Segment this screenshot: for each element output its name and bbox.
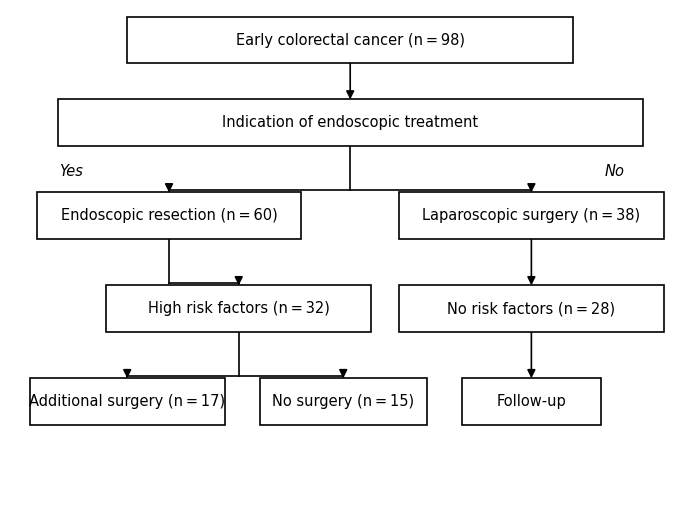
FancyBboxPatch shape: [36, 193, 302, 239]
Text: Follow-up: Follow-up: [496, 394, 566, 409]
FancyBboxPatch shape: [399, 193, 664, 239]
FancyBboxPatch shape: [57, 100, 643, 146]
Text: High risk factors (n = 32): High risk factors (n = 32): [148, 301, 330, 316]
FancyBboxPatch shape: [260, 378, 427, 425]
Text: Additional surgery (n = 17): Additional surgery (n = 17): [29, 394, 225, 409]
FancyBboxPatch shape: [462, 378, 601, 425]
Text: Yes: Yes: [60, 164, 83, 179]
Text: No surgery (n = 15): No surgery (n = 15): [272, 394, 414, 409]
FancyBboxPatch shape: [127, 17, 573, 63]
FancyBboxPatch shape: [106, 285, 371, 332]
FancyBboxPatch shape: [29, 378, 225, 425]
Text: No risk factors (n = 28): No risk factors (n = 28): [447, 301, 615, 316]
Text: Laparoscopic surgery (n = 38): Laparoscopic surgery (n = 38): [422, 208, 640, 223]
FancyBboxPatch shape: [399, 285, 664, 332]
Text: Indication of endoscopic treatment: Indication of endoscopic treatment: [222, 115, 478, 130]
Text: Endoscopic resection (n = 60): Endoscopic resection (n = 60): [61, 208, 277, 223]
Text: No: No: [605, 164, 625, 179]
Text: Early colorectal cancer (n = 98): Early colorectal cancer (n = 98): [236, 33, 465, 48]
